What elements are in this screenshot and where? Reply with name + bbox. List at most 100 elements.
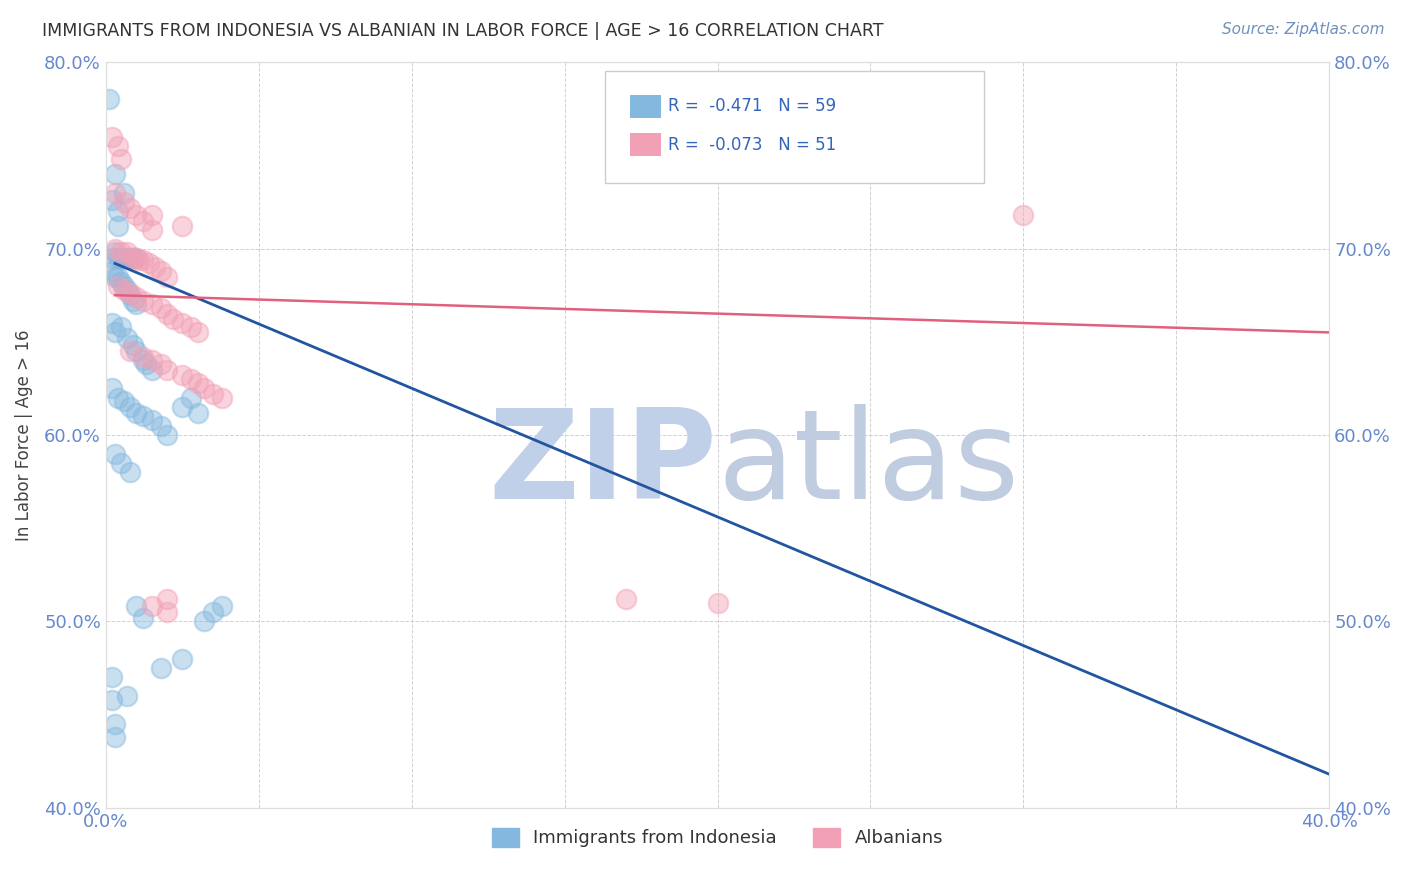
Point	[112, 283, 135, 297]
Point	[125, 344, 148, 359]
Point	[138, 256, 160, 270]
Point	[107, 204, 129, 219]
Point	[117, 245, 139, 260]
Point	[120, 201, 142, 215]
Point	[141, 362, 163, 376]
Point	[172, 219, 194, 234]
Point	[104, 242, 127, 256]
Point	[101, 381, 124, 395]
Point	[112, 251, 135, 265]
Point	[156, 269, 179, 284]
Point	[211, 599, 233, 614]
Point	[125, 251, 148, 265]
Point	[141, 208, 163, 222]
Point	[120, 465, 142, 479]
Point	[211, 391, 233, 405]
Point	[201, 387, 224, 401]
Point	[117, 251, 139, 265]
Point	[193, 381, 215, 395]
Point	[101, 692, 124, 706]
Point	[131, 353, 153, 368]
Point	[110, 251, 132, 265]
Point	[149, 661, 172, 675]
Point	[122, 251, 145, 265]
Point	[180, 391, 202, 405]
Point	[107, 139, 129, 153]
Point	[141, 353, 163, 368]
Point	[110, 152, 132, 166]
Point	[122, 251, 145, 265]
Point	[131, 409, 153, 424]
Point	[107, 269, 129, 284]
Text: Source: ZipAtlas.com: Source: ZipAtlas.com	[1222, 22, 1385, 37]
Point	[104, 730, 127, 744]
Point	[104, 186, 127, 200]
Point	[149, 418, 172, 433]
Point	[131, 610, 153, 624]
Point	[614, 592, 637, 607]
Point	[101, 670, 124, 684]
Text: IMMIGRANTS FROM INDONESIA VS ALBANIAN IN LABOR FORCE | AGE > 16 CORRELATION CHAR: IMMIGRANTS FROM INDONESIA VS ALBANIAN IN…	[42, 22, 884, 40]
Point	[172, 651, 194, 665]
Point	[143, 260, 166, 275]
Legend: Immigrants from Indonesia, Albanians: Immigrants from Indonesia, Albanians	[485, 821, 950, 855]
Point	[187, 406, 209, 420]
Point	[107, 278, 129, 293]
Point	[112, 194, 135, 209]
Point	[162, 312, 184, 326]
Text: ZIP: ZIP	[489, 404, 717, 525]
Point	[135, 357, 157, 371]
Point	[104, 167, 127, 181]
Point	[201, 605, 224, 619]
Point	[117, 283, 139, 297]
Point	[131, 213, 153, 227]
Text: atlas: atlas	[717, 404, 1019, 525]
Point	[120, 288, 142, 302]
Point	[128, 252, 150, 267]
Point	[141, 413, 163, 427]
Point	[110, 275, 132, 289]
Point	[104, 326, 127, 340]
Point	[125, 599, 148, 614]
Point	[125, 208, 148, 222]
Point	[122, 293, 145, 308]
Point	[156, 428, 179, 442]
Text: R =  -0.073   N = 51: R = -0.073 N = 51	[668, 136, 837, 153]
Point	[112, 186, 135, 200]
Point	[120, 400, 142, 414]
Point	[131, 252, 153, 267]
Point	[104, 447, 127, 461]
Point	[125, 251, 148, 265]
Point	[117, 689, 139, 703]
Point	[97, 92, 120, 106]
Point	[1012, 208, 1035, 222]
Point	[180, 319, 202, 334]
Point	[156, 307, 179, 321]
Point	[193, 615, 215, 629]
Point	[172, 316, 194, 330]
Point	[141, 599, 163, 614]
Point	[141, 223, 163, 237]
Point	[149, 357, 172, 371]
Point	[101, 251, 124, 265]
Point	[131, 293, 153, 308]
Point	[107, 219, 129, 234]
Point	[141, 297, 163, 311]
Point	[120, 344, 142, 359]
Point	[107, 251, 129, 265]
Point	[101, 264, 124, 278]
Point	[110, 245, 132, 260]
Point	[122, 338, 145, 352]
Point	[112, 278, 135, 293]
Point	[156, 362, 179, 376]
Point	[125, 290, 148, 304]
Point	[112, 394, 135, 409]
Point	[107, 391, 129, 405]
Y-axis label: In Labor Force | Age > 16: In Labor Force | Age > 16	[15, 329, 32, 541]
Point	[120, 251, 142, 265]
Point	[156, 605, 179, 619]
Point	[156, 592, 179, 607]
Point	[104, 245, 127, 260]
Point	[172, 400, 194, 414]
Point	[149, 301, 172, 316]
